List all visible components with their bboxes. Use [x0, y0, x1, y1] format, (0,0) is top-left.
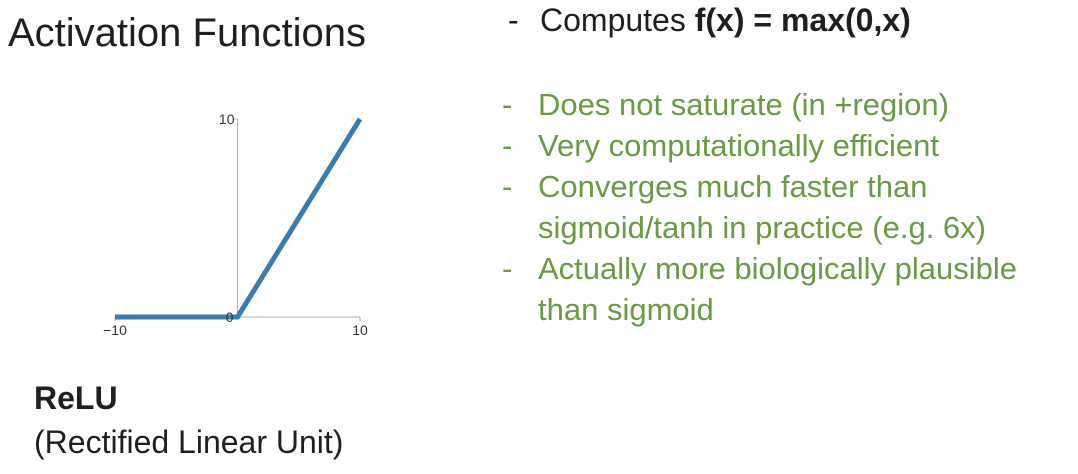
list-item: - Does not saturate (in +region) — [494, 84, 1078, 125]
bullet-text: Very computationally efficient — [538, 128, 939, 163]
bullet-text: Actually more biologically plausible tha… — [538, 251, 1018, 327]
slide-title: Activation Functions — [8, 11, 366, 55]
bullet-dash: - — [502, 128, 513, 163]
formula-prefix: Computes — [540, 2, 695, 38]
list-item: - Actually more biologically plausible t… — [494, 248, 1078, 330]
bullet-text: Converges much faster than sigmoid/tanh … — [538, 169, 986, 245]
x-tick-label-min: −10 — [103, 322, 127, 338]
formula-bullet: - Computes f(x) = max(0,x) — [508, 0, 911, 40]
relu-full-name: (Rectified Linear Unit) — [34, 424, 344, 460]
list-item: - Very computationally efficient — [494, 125, 1078, 166]
origin-tick-label: 0 — [226, 309, 234, 325]
relu-series-line — [115, 117, 363, 320]
relu-name: ReLU — [34, 380, 118, 416]
relu-chart: 10 0 −10 10 — [103, 111, 368, 338]
x-tick-label-max: 10 — [352, 322, 368, 338]
relu-formula: f(x) = max(0,x) — [694, 2, 911, 38]
bullet-dash: - — [502, 251, 513, 286]
bullet-dash: - — [508, 2, 519, 38]
y-tick-label-max: 10 — [219, 111, 235, 127]
list-item: - Converges much faster than sigmoid/tan… — [494, 166, 1078, 248]
bullet-dash: - — [502, 169, 513, 204]
bullet-text: Does not saturate (in +region) — [538, 87, 949, 122]
properties-list: - Does not saturate (in +region) - Very … — [494, 84, 1078, 330]
bullet-dash: - — [502, 87, 513, 122]
